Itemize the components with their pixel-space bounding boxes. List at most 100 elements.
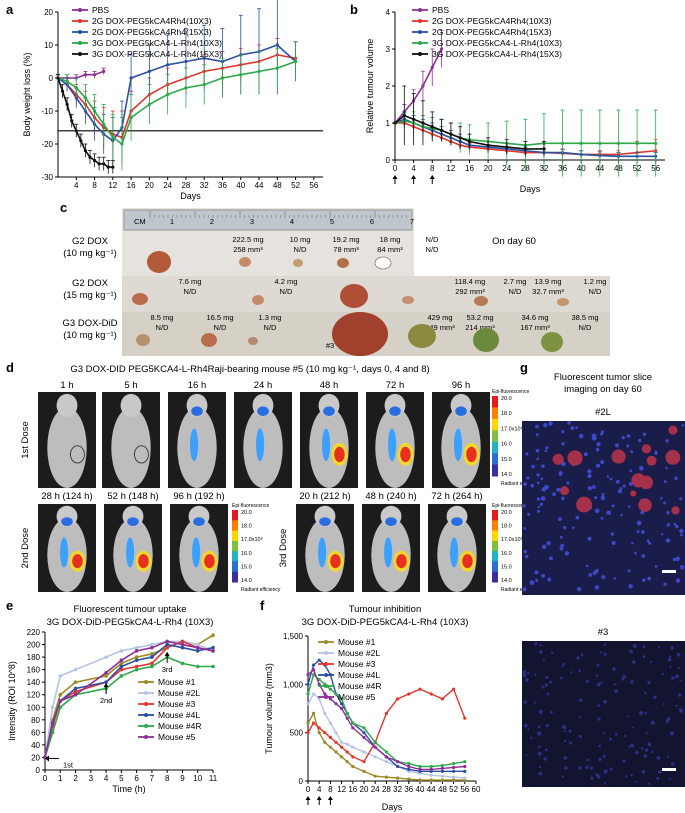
nucleus-dot [597,704,600,707]
data-point [102,162,106,166]
x-tick-label: 16 [127,181,136,190]
colorbar-value: 17.0x10⁶ [501,425,523,432]
signal-body [318,537,327,568]
nucleus-dot [630,679,634,684]
signal-head [193,517,205,526]
nucleus-dot [595,447,600,452]
x-axis-label: Days [382,802,403,812]
tumour-mass: 13.9 mg [534,277,561,286]
tumour-mass: N/D [426,235,440,244]
data-point [317,697,321,701]
data-point [195,649,200,653]
x-tick-label: 20 [484,164,493,173]
nucleus-dot [665,538,671,543]
data-point [119,674,124,678]
x-tick-label: 32 [200,181,209,190]
colorbar-footer: Radiant efficiency [241,587,281,593]
nucleus-dot [598,744,601,748]
y-tick-label: 4 [386,8,391,17]
tumour-mass: 429 mg [427,313,452,322]
nucleus-dot [549,710,553,714]
nucleus-dot [534,673,537,676]
tumour-volume: N/D [280,287,294,296]
nucleus-dot [558,488,561,491]
nucleus-dot [587,473,592,479]
nucleus-dot [538,709,543,714]
nucleus-dot [614,689,619,694]
nucleus-dot [522,504,526,508]
time-label-dose3: 72 h (264 h) [431,491,482,502]
data-point [306,692,310,696]
nucleus-dot [600,432,604,436]
panel-letter-b: b [350,2,358,17]
drug-signal-spot [560,486,570,496]
dose-arrowhead [411,175,417,179]
legend-marker [144,691,148,695]
nucleus-dot [578,433,584,439]
colorbar-segment [492,540,498,552]
data-point [166,63,170,67]
nucleus-dot [552,492,556,497]
data-point [439,47,444,51]
x-tick-label: 28 [181,181,190,190]
chart-f: Tumour inhibition 3G DOX-DiD-PEG5kCA4-L-R… [264,604,481,812]
colorbar-segment [232,540,238,552]
nucleus-dot [569,671,573,674]
annotation-label: 1st [63,760,74,769]
data-point [58,699,63,703]
tumour-sample [337,258,349,268]
data-point [92,73,97,77]
nucleus-dot [594,496,598,500]
row-label-line2: (15 mg kg⁻¹) [63,290,117,301]
signal-body [256,428,265,462]
nucleus-dot [676,652,681,657]
imaging-title: G3 DOX-DID PEG5KCA4-L-Rh4Raji-bearing mo… [70,364,429,375]
nucleus-dot [561,775,564,778]
colorbar-value: 20.0 [501,510,512,516]
colorbar-value: 16.0 [501,442,512,448]
legend-label: 3G DOX-PEG5kCA4-L-Rh4(15X3) [92,49,222,59]
data-point [384,775,388,779]
legend-label: Mouse #2L [158,688,200,698]
series-line [58,70,104,79]
drug-signal-spot [567,450,583,466]
signal-head [191,406,203,417]
nucleus-dot [591,433,597,439]
data-point [407,767,411,772]
nucleus-dot [679,679,682,682]
nucleus-dot [527,512,531,516]
nucleus-dot [678,707,682,710]
nucleus-dot [578,715,581,719]
data-point [317,677,321,682]
nucleus-dot [596,663,600,667]
x-tick-label: 1 [58,774,63,783]
nucleus-dot [561,430,565,434]
nucleus-dot [636,530,640,534]
data-point [323,692,327,696]
data-point [362,726,366,730]
x-tick-label: 20 [360,785,369,794]
nucleus-dot [545,675,549,680]
series-line [44,640,214,758]
tumour-volume: N/D [426,245,440,254]
nucleus-dot [523,527,526,530]
data-point [616,141,621,145]
slice-title-line2: imaging on day 60 [564,384,642,395]
data-point [440,697,444,701]
colorbar-segment [492,407,498,420]
drug-signal-spot [576,496,592,513]
data-point [418,767,422,772]
x-tick-label: 48 [273,181,282,190]
y-tick-label: 0 [299,777,304,786]
nucleus-dot [609,477,613,481]
nucleus-dot [645,732,648,735]
nucleus-dot [598,757,602,761]
data-point [312,668,316,672]
nucleus-dot [650,660,653,664]
annotation-label: 3rd [162,665,173,674]
nucleus-dot [612,667,616,671]
panel-letter-f: f [260,598,265,613]
nucleus-dot [638,465,644,471]
data-point [458,136,462,140]
legend-label: 3G DOX-PEG5kCA4-L-Rh4(10X3) [432,38,562,48]
